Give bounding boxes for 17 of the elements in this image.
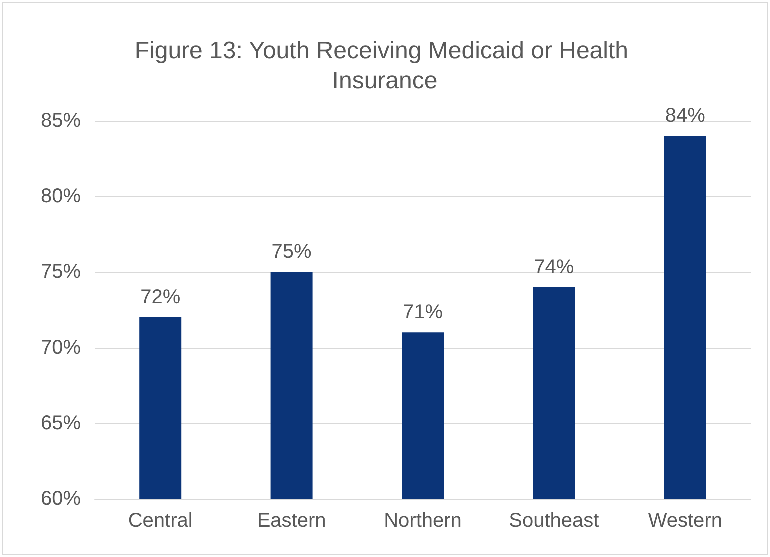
x-tick-label: Southeast — [509, 510, 600, 532]
x-tick-label: Northern — [384, 510, 462, 532]
y-tick-label: 60% — [40, 488, 82, 510]
y-tick-label: 65% — [40, 412, 82, 434]
x-tick-label: Western — [648, 510, 722, 532]
y-tick-label: 85% — [40, 110, 82, 132]
y-tick-label: 80% — [40, 186, 82, 208]
x-tick-label: Eastern — [257, 510, 326, 532]
data-label: 72% — [140, 286, 181, 309]
chart-title: Figure 13: Youth Receiving Medicaid or Health Insurance — [134, 38, 636, 94]
x-tick-label: Central — [128, 510, 193, 532]
y-tick-label: 75% — [40, 261, 82, 284]
data-label: 74% — [534, 256, 574, 278]
data-label: 84% — [665, 105, 706, 128]
data-label: 75% — [272, 241, 312, 264]
data-label: 71% — [402, 302, 444, 324]
y-tick-label: 70% — [40, 336, 82, 359]
